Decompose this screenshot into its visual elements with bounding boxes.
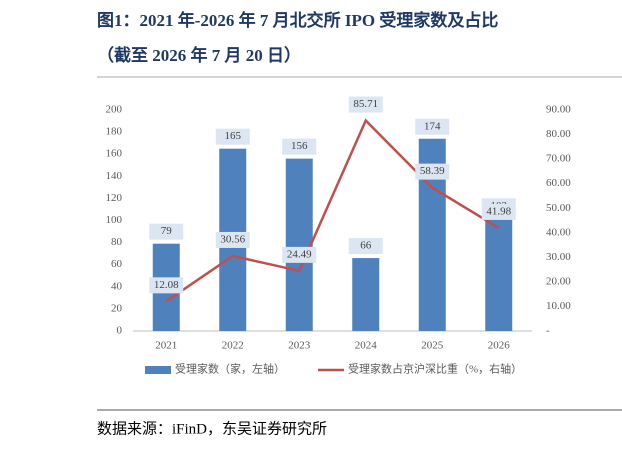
data-label: 85.71 [353,98,378,110]
data-label: 41.98 [486,205,511,217]
data-label: 30.56 [220,233,245,245]
y-tick-label: 60 [111,258,123,270]
bar [485,218,513,331]
label-box [481,203,516,220]
legend-label: 受理家数（家，左轴） [175,362,285,376]
x-tick-label: 2022 [222,340,244,352]
line [165,118,500,303]
y-tick-label: 0 [117,325,123,337]
x-tick-label: 2024 [355,340,378,352]
y2-tick-label: 60.00 [546,177,571,189]
y2-tick-label: 10.00 [546,300,571,312]
label-box [415,118,450,135]
data-label: 174 [424,120,441,132]
y-tick-label: 20 [111,302,123,314]
y2-tick-label: 30.00 [546,251,571,263]
label-box [415,163,450,180]
x-tick-label: 2023 [288,340,311,352]
legend-label: 受理家数占京沪深比重（%，右轴） [348,362,522,376]
y-tick-label: 40 [111,280,123,292]
bar [285,158,313,331]
data-label: 66 [360,240,372,252]
y-tick-label: 200 [106,104,123,116]
y-tick-label: 100 [106,214,123,226]
data-label: 12.08 [154,279,179,291]
y2-tick-label: 50.00 [546,202,571,214]
label-box [215,231,250,248]
y-tick-label: 160 [106,148,123,160]
x-tick-label: 2025 [421,340,444,352]
data-label: 24.49 [287,248,312,260]
y2-tick-label: 90.00 [546,104,571,116]
chart-subtitle: （截至 2026 年 7 月 20 日） [97,45,301,65]
y2-tick-label: 20.00 [546,275,571,287]
label-box [215,128,250,145]
label-box [149,277,184,294]
label-box [348,238,383,255]
data-label: 156 [291,140,308,152]
label-box [348,96,383,113]
y2-tick-label: 40.00 [546,226,571,238]
legend-swatch [145,366,171,374]
y-tick-label: 180 [106,126,123,138]
y-tick-label: 80 [111,236,123,248]
label-box [149,223,184,240]
y2-tick-label: 80.00 [546,128,571,140]
y-tick-label: 120 [106,192,123,204]
x-tick-label: 2026 [488,340,511,352]
chart-title: 图1：2021 年-2026 年 7 月北交所 IPO 受理家数及占比 [97,10,498,30]
y2-tick-label: - [546,325,550,337]
label-box [282,246,317,263]
data-label: 165 [225,130,242,142]
source-note: 数据来源：iFinD，东吴证券研究所 [97,420,327,437]
y-tick-label: 140 [106,170,123,182]
label-box [282,138,317,155]
data-label: 58.39 [420,165,445,177]
bar [352,258,380,331]
data-label: 79 [161,225,173,237]
y2-tick-label: 70.00 [546,153,571,165]
x-tick-label: 2021 [155,340,177,352]
